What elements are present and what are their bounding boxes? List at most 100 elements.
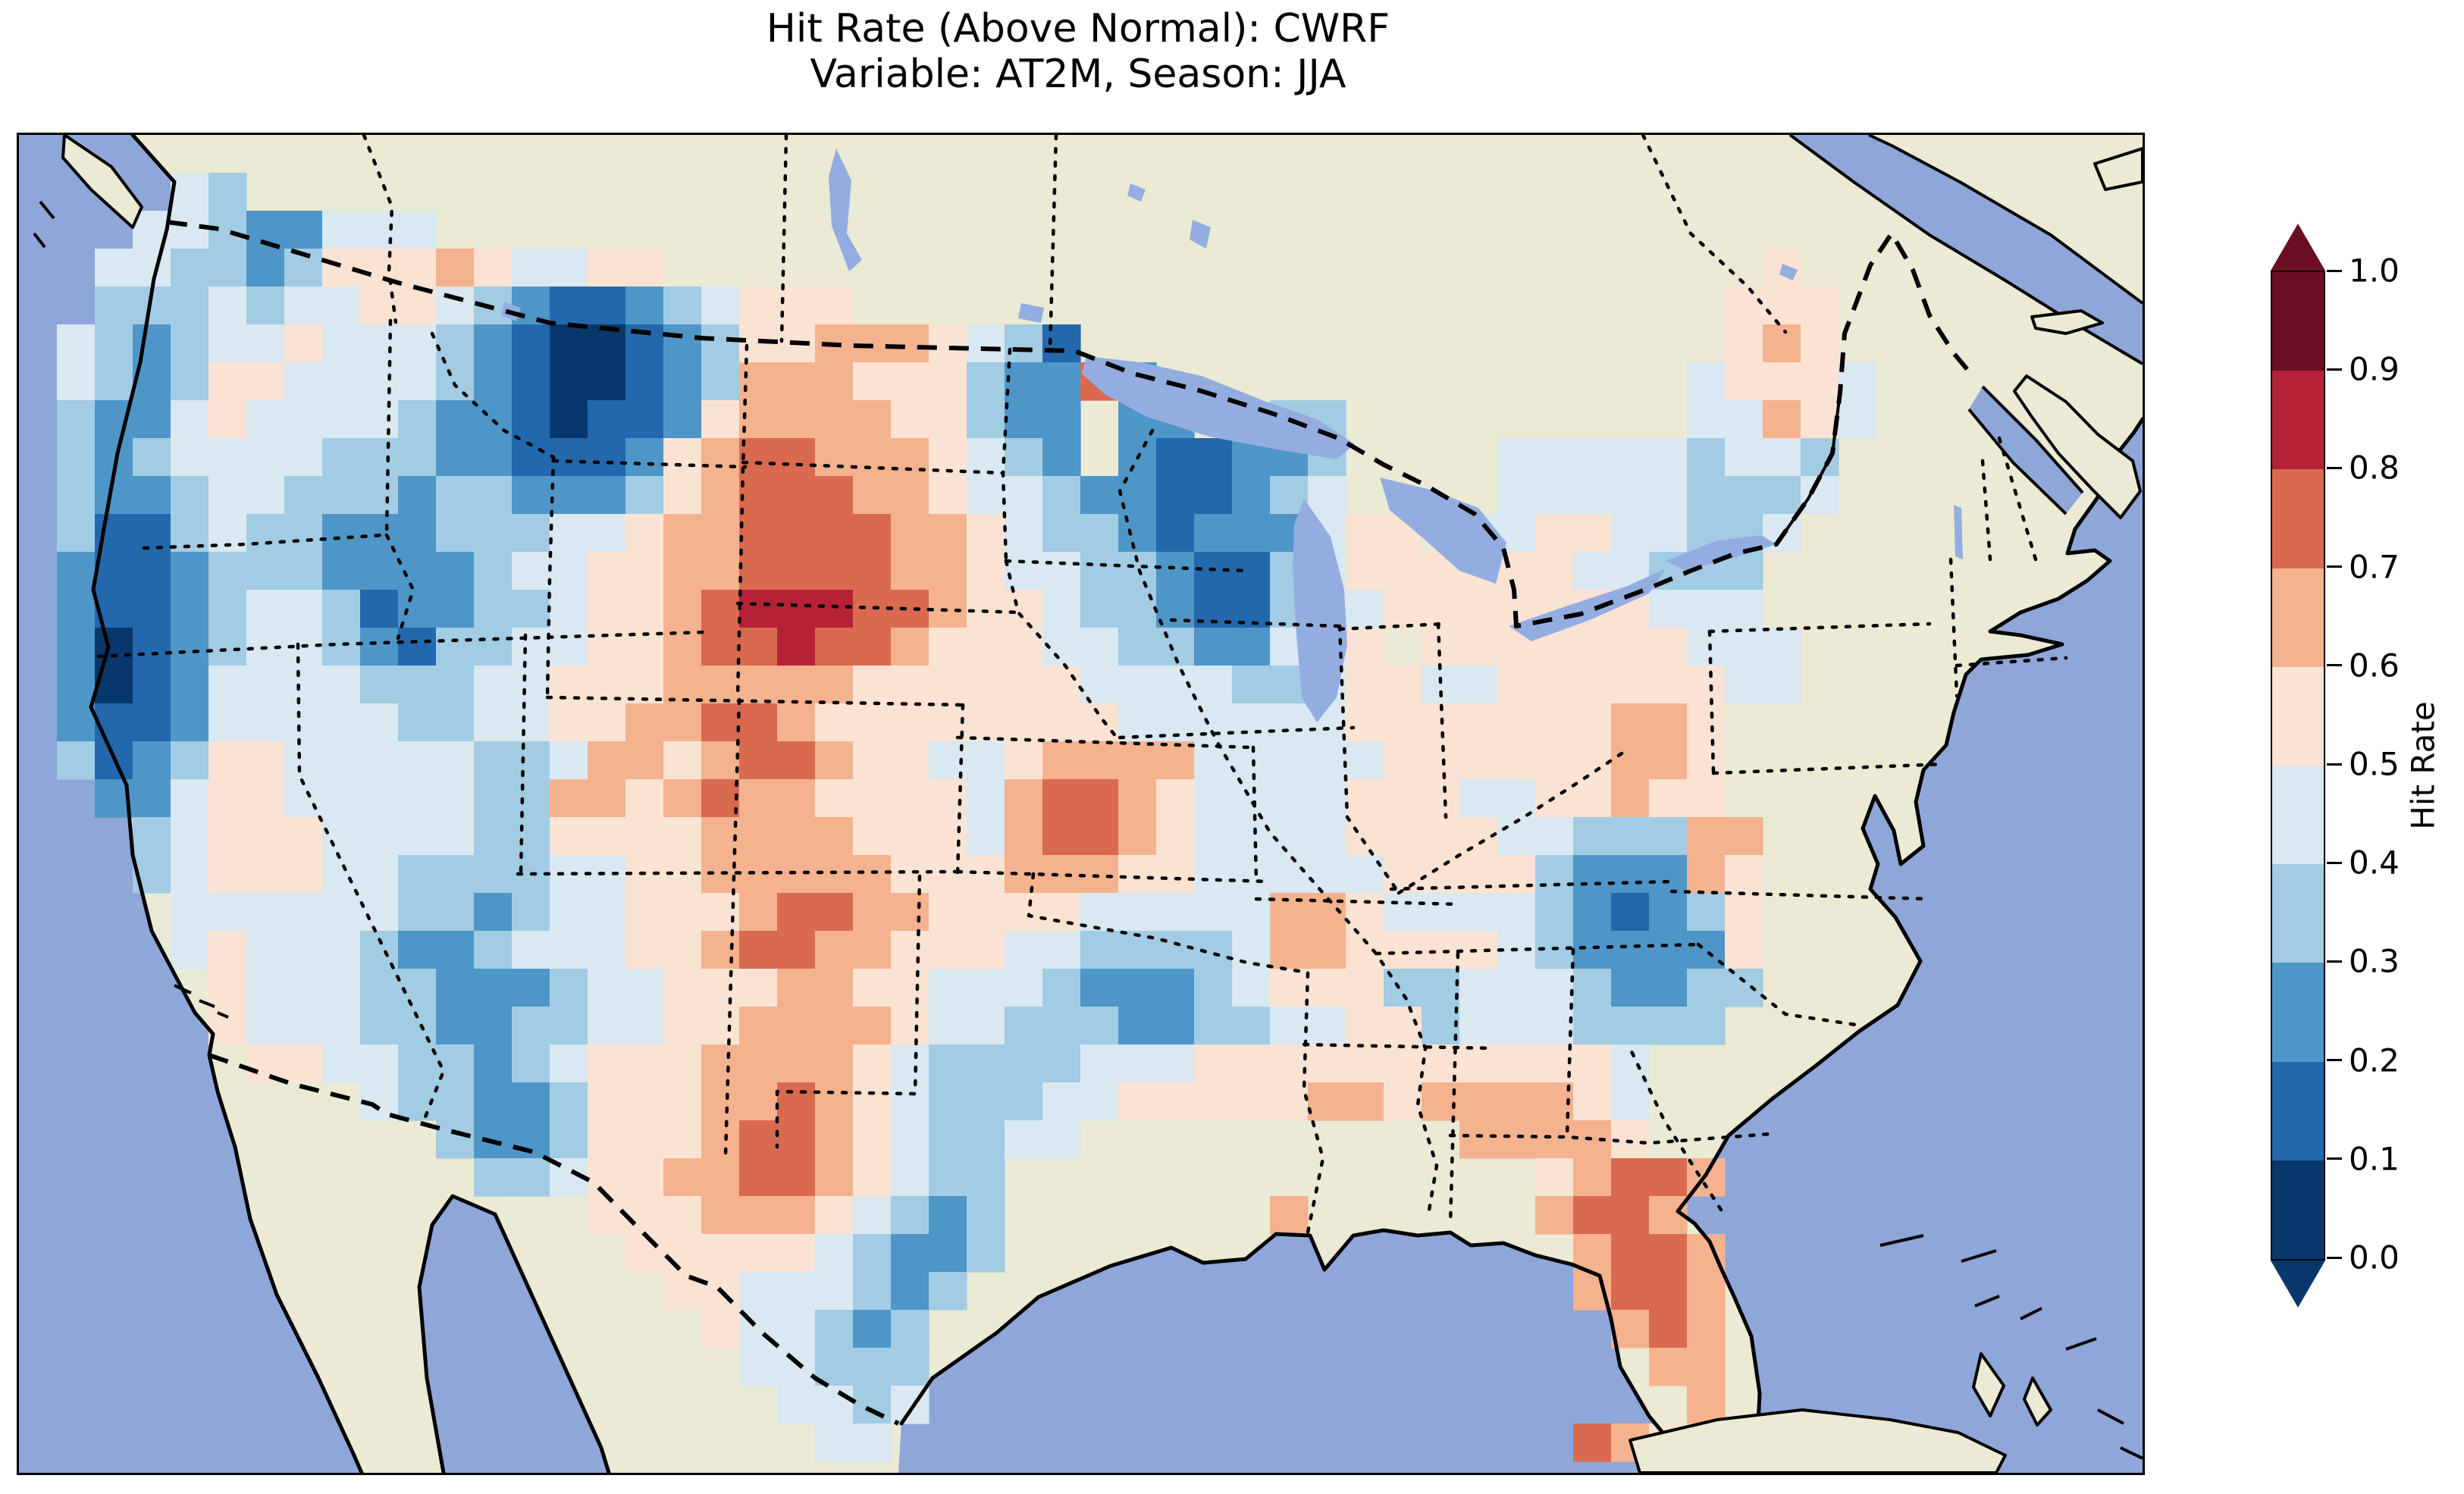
heatmap-cell — [95, 324, 133, 363]
heatmap-cell — [1459, 855, 1498, 894]
heatmap-cell — [1118, 514, 1157, 553]
colorbar-tick-mark — [2327, 1059, 2342, 1062]
colorbar — [2271, 224, 2325, 1308]
heatmap-cell — [1535, 514, 1574, 553]
heatmap-cell — [815, 817, 854, 856]
heatmap-cell — [1687, 703, 1726, 742]
heatmap-cell — [436, 855, 475, 894]
heatmap-cell — [1270, 817, 1309, 856]
heatmap-cell — [1611, 1234, 1650, 1273]
heatmap-cell — [550, 666, 588, 704]
heatmap-cell — [701, 969, 740, 1007]
heatmap-cell — [1725, 969, 1763, 1007]
heatmap-cell — [1611, 741, 1650, 780]
heatmap-cell — [550, 969, 588, 1007]
heatmap-cell — [625, 1082, 664, 1121]
heatmap-cell — [891, 628, 929, 666]
heatmap-cell — [815, 1158, 854, 1197]
heatmap-cell — [929, 779, 967, 818]
heatmap-cell — [625, 514, 664, 553]
heatmap-cell — [208, 817, 247, 856]
heatmap-cell — [474, 779, 513, 818]
heatmap-cell — [1005, 362, 1043, 401]
heatmap-cell — [815, 1310, 854, 1348]
heatmap-cell — [853, 666, 892, 704]
heatmap-cell — [625, 1045, 664, 1083]
heatmap-cell — [360, 400, 399, 439]
heatmap-cell — [1005, 893, 1043, 932]
heatmap-cell — [398, 741, 437, 780]
heatmap-cell — [739, 590, 778, 628]
heatmap-cell — [133, 438, 171, 477]
heatmap-cell — [663, 1120, 702, 1159]
heatmap-cell — [777, 855, 816, 894]
heatmap-cell — [1725, 362, 1763, 401]
heatmap-cell — [1573, 969, 1612, 1007]
atlantic-gulf-coastline — [899, 417, 2143, 1473]
heatmap-cell — [360, 590, 399, 628]
heatmap-cell — [891, 476, 929, 515]
heatmap-cell — [739, 1007, 778, 1045]
heatmap-cell — [1005, 514, 1043, 553]
heatmap-cell — [550, 931, 588, 969]
heatmap-cell — [1194, 893, 1233, 932]
heatmap-cell — [853, 1196, 892, 1235]
heatmap-cell — [588, 969, 626, 1007]
andros-island — [1972, 1352, 2005, 1417]
heatmap-cell — [1005, 779, 1043, 818]
heatmap-cell — [1270, 741, 1309, 780]
heatmap-cell — [474, 552, 513, 590]
heatmap-cell — [1573, 931, 1612, 969]
heatmap-cell — [815, 400, 854, 439]
heatmap-cell — [967, 400, 1005, 439]
colorbar-tick-label: 0.2 — [2349, 1041, 2400, 1079]
colorbar-segment — [2272, 469, 2324, 568]
heatmap-cell — [777, 931, 816, 969]
heatmap-cell — [967, 1007, 1005, 1045]
heatmap-cell — [1194, 741, 1233, 780]
heatmap-cell — [1649, 590, 1688, 628]
heatmap-cell — [929, 817, 967, 856]
lake-michigan — [1293, 499, 1347, 722]
heatmap-cell — [588, 1045, 626, 1083]
heatmap-cell — [1118, 628, 1157, 666]
heatmap-cell — [512, 703, 550, 742]
heatmap-cell — [1573, 741, 1612, 780]
heatmap-cell — [1005, 931, 1043, 969]
heatmap-cell — [853, 1234, 892, 1273]
heatmap-cell — [1535, 552, 1574, 590]
heatmap-cell — [1497, 703, 1536, 742]
heatmap-cell — [815, 287, 854, 325]
heatmap-cell — [967, 931, 1005, 969]
heatmap-cell — [1649, 514, 1688, 553]
heatmap-cell — [1194, 931, 1233, 969]
heatmap-cell — [398, 211, 437, 249]
heatmap-cell — [739, 931, 778, 969]
heatmap-cell — [436, 476, 475, 515]
heatmap-cell — [246, 779, 285, 818]
heatmap-cell — [1459, 666, 1498, 704]
heatmap-cell — [739, 400, 778, 439]
heatmap-cell — [512, 552, 550, 590]
heatmap-cell — [967, 779, 1005, 818]
heatmap-cell — [815, 1082, 854, 1121]
colorbar-segment — [2272, 1061, 2324, 1160]
vancouver-island — [61, 135, 143, 229]
heatmap-cell — [625, 741, 664, 780]
heatmap-cell — [1270, 703, 1309, 742]
heatmap-cell — [474, 703, 513, 742]
heatmap-cell — [1005, 666, 1043, 704]
heatmap-cell — [436, 552, 475, 590]
lake-winnipeg — [829, 149, 862, 271]
heatmap-cell — [284, 893, 323, 932]
heatmap-cell — [284, 855, 323, 894]
heatmap-cell — [512, 1045, 550, 1083]
heatmap-cell — [967, 703, 1005, 742]
heatmap-cell — [1611, 1082, 1650, 1121]
heatmap-cell — [95, 628, 133, 666]
heatmap-cell — [588, 893, 626, 932]
heatmap-cell — [284, 1007, 323, 1045]
heatmap-cell — [891, 1082, 929, 1121]
heatmap-cell — [815, 590, 854, 628]
heatmap-cell — [436, 931, 475, 969]
